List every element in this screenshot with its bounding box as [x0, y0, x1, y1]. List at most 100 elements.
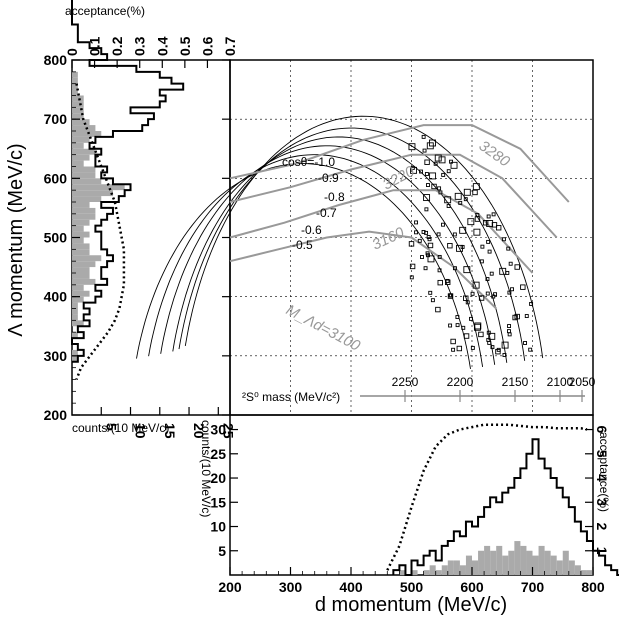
scatter-point	[417, 238, 422, 243]
scatter-point	[422, 148, 427, 153]
scatter-point	[423, 194, 431, 202]
scatter-point	[495, 348, 501, 355]
scatter-point	[501, 237, 506, 242]
scatter-point	[423, 266, 428, 271]
left-filled-bin	[72, 332, 78, 339]
cos-theta-arc	[172, 136, 508, 363]
bottom-filled-bin	[472, 560, 479, 575]
scatter-point	[437, 186, 442, 191]
left-filled-bin	[72, 278, 96, 285]
scatter-point	[480, 244, 485, 249]
scatter-point	[424, 207, 429, 212]
scatter-point	[441, 222, 445, 227]
left-filled-bin	[72, 219, 90, 226]
scatter-point	[427, 242, 434, 249]
left-filled-histogram	[72, 71, 125, 362]
scatter-point	[448, 293, 453, 298]
left-x-tick-label: 15	[162, 423, 178, 439]
scatter-point	[436, 232, 441, 237]
cos-theta-arc	[178, 127, 526, 361]
left-filled-bin	[72, 178, 102, 185]
cos-theta-label: -0.7	[316, 206, 337, 220]
scatter-point	[486, 214, 491, 219]
left-top-tick-label: 0.5	[177, 36, 193, 56]
left-filled-bin	[72, 184, 125, 191]
bottom-filled-bin	[532, 555, 539, 575]
bottom-filled-bin	[574, 565, 581, 575]
mass-axis-label: ²S⁰ mass (MeV/c²)	[242, 390, 340, 404]
bottom-filled-bin	[429, 565, 436, 575]
mass-axis-tick-label: 2250	[392, 375, 419, 389]
scatter-point	[456, 244, 463, 252]
scatter-point	[434, 154, 442, 162]
bottom-y-tick-label: 30	[210, 422, 226, 438]
scatter-point	[473, 323, 481, 331]
left-filled-bin	[72, 113, 84, 120]
left-filled-bin	[72, 83, 78, 90]
mass-axis-tick-label: 2150	[502, 375, 529, 389]
scatter-point	[491, 212, 496, 217]
scatter-point	[429, 139, 436, 147]
left-filled-bin	[72, 243, 90, 250]
bottom-y-tick-label: 25	[210, 446, 226, 462]
bottom-filled-bin	[562, 550, 569, 575]
cos-theta-labels: cosθ=-1.0 -0.9 -0.8 -0.7 -0.6-0.5	[282, 155, 345, 252]
scatter-point	[431, 183, 437, 190]
bottom-filled-bin	[514, 541, 521, 575]
scatter-point	[472, 183, 480, 191]
left-filled-bin	[72, 148, 96, 155]
scatter-point	[507, 332, 512, 337]
left-filled-bin	[72, 71, 78, 78]
scatter-point	[485, 277, 490, 282]
bottom-filled-bin	[453, 560, 460, 575]
scatter-points	[408, 134, 534, 357]
left-top-axis-label: acceptance(%)	[65, 4, 145, 18]
bottom-y-tick-label: 10	[210, 519, 226, 535]
bottom-right-tick-label: 5	[594, 450, 610, 458]
cos-theta-label: -0.8	[324, 190, 345, 204]
left-filled-bin	[72, 136, 90, 143]
scatter-point	[437, 254, 442, 259]
left-filled-bin	[72, 296, 84, 303]
left-top-ticks: 0 0.1 0.2 0.3 0.4 0.5 0.6 0.7	[64, 36, 238, 68]
bottom-y-tick-label: 20	[210, 470, 226, 486]
left-filled-bin	[72, 142, 84, 149]
scatter-point	[409, 263, 416, 270]
scatter-point	[421, 229, 426, 234]
mass-axis-tick-label: 2100	[547, 375, 574, 389]
bottom-filled-bin	[550, 555, 557, 575]
left-x-tick-label: 5	[103, 423, 119, 431]
bottom-filled-bin	[484, 545, 491, 575]
scatter-point	[426, 183, 430, 188]
scatter-point	[514, 264, 520, 270]
main-scatter-panel: cosθ=-1.0-0.9-0.8-0.7-0.6-0.5 3220328031…	[136, 59, 596, 416]
left-filled-bin	[72, 166, 96, 173]
bottom-filled-bin	[568, 560, 575, 575]
bottom-x-tick-label: 500	[400, 579, 424, 595]
bottom-filled-bin	[580, 570, 587, 575]
scatter-point	[486, 239, 491, 244]
scatter-point	[505, 270, 510, 275]
bottom-x-tick-label: 200	[218, 579, 242, 595]
bottom-x-tick-label: 600	[460, 579, 484, 595]
cos-theta-arc	[136, 163, 471, 369]
left-filled-bin	[72, 225, 84, 232]
mass-axis-tick-label: 2050	[569, 375, 596, 389]
scatter-point	[420, 255, 424, 259]
left-top-tick-label: 0.2	[109, 36, 125, 56]
scatter-point	[463, 295, 469, 301]
scatter-point	[472, 281, 480, 289]
scatter-point	[421, 134, 426, 139]
left-y-tick-label: 600	[44, 170, 68, 186]
scatter-point	[459, 226, 467, 234]
bottom-filled-bin	[465, 555, 472, 575]
scatter-point	[428, 290, 433, 295]
scatter-point	[426, 235, 431, 239]
left-filled-bin	[72, 196, 102, 202]
cos-theta-label: -0.6	[301, 223, 322, 237]
scatter-point	[507, 329, 511, 334]
left-filled-bin	[72, 213, 96, 220]
left-filled-bin	[72, 131, 102, 137]
